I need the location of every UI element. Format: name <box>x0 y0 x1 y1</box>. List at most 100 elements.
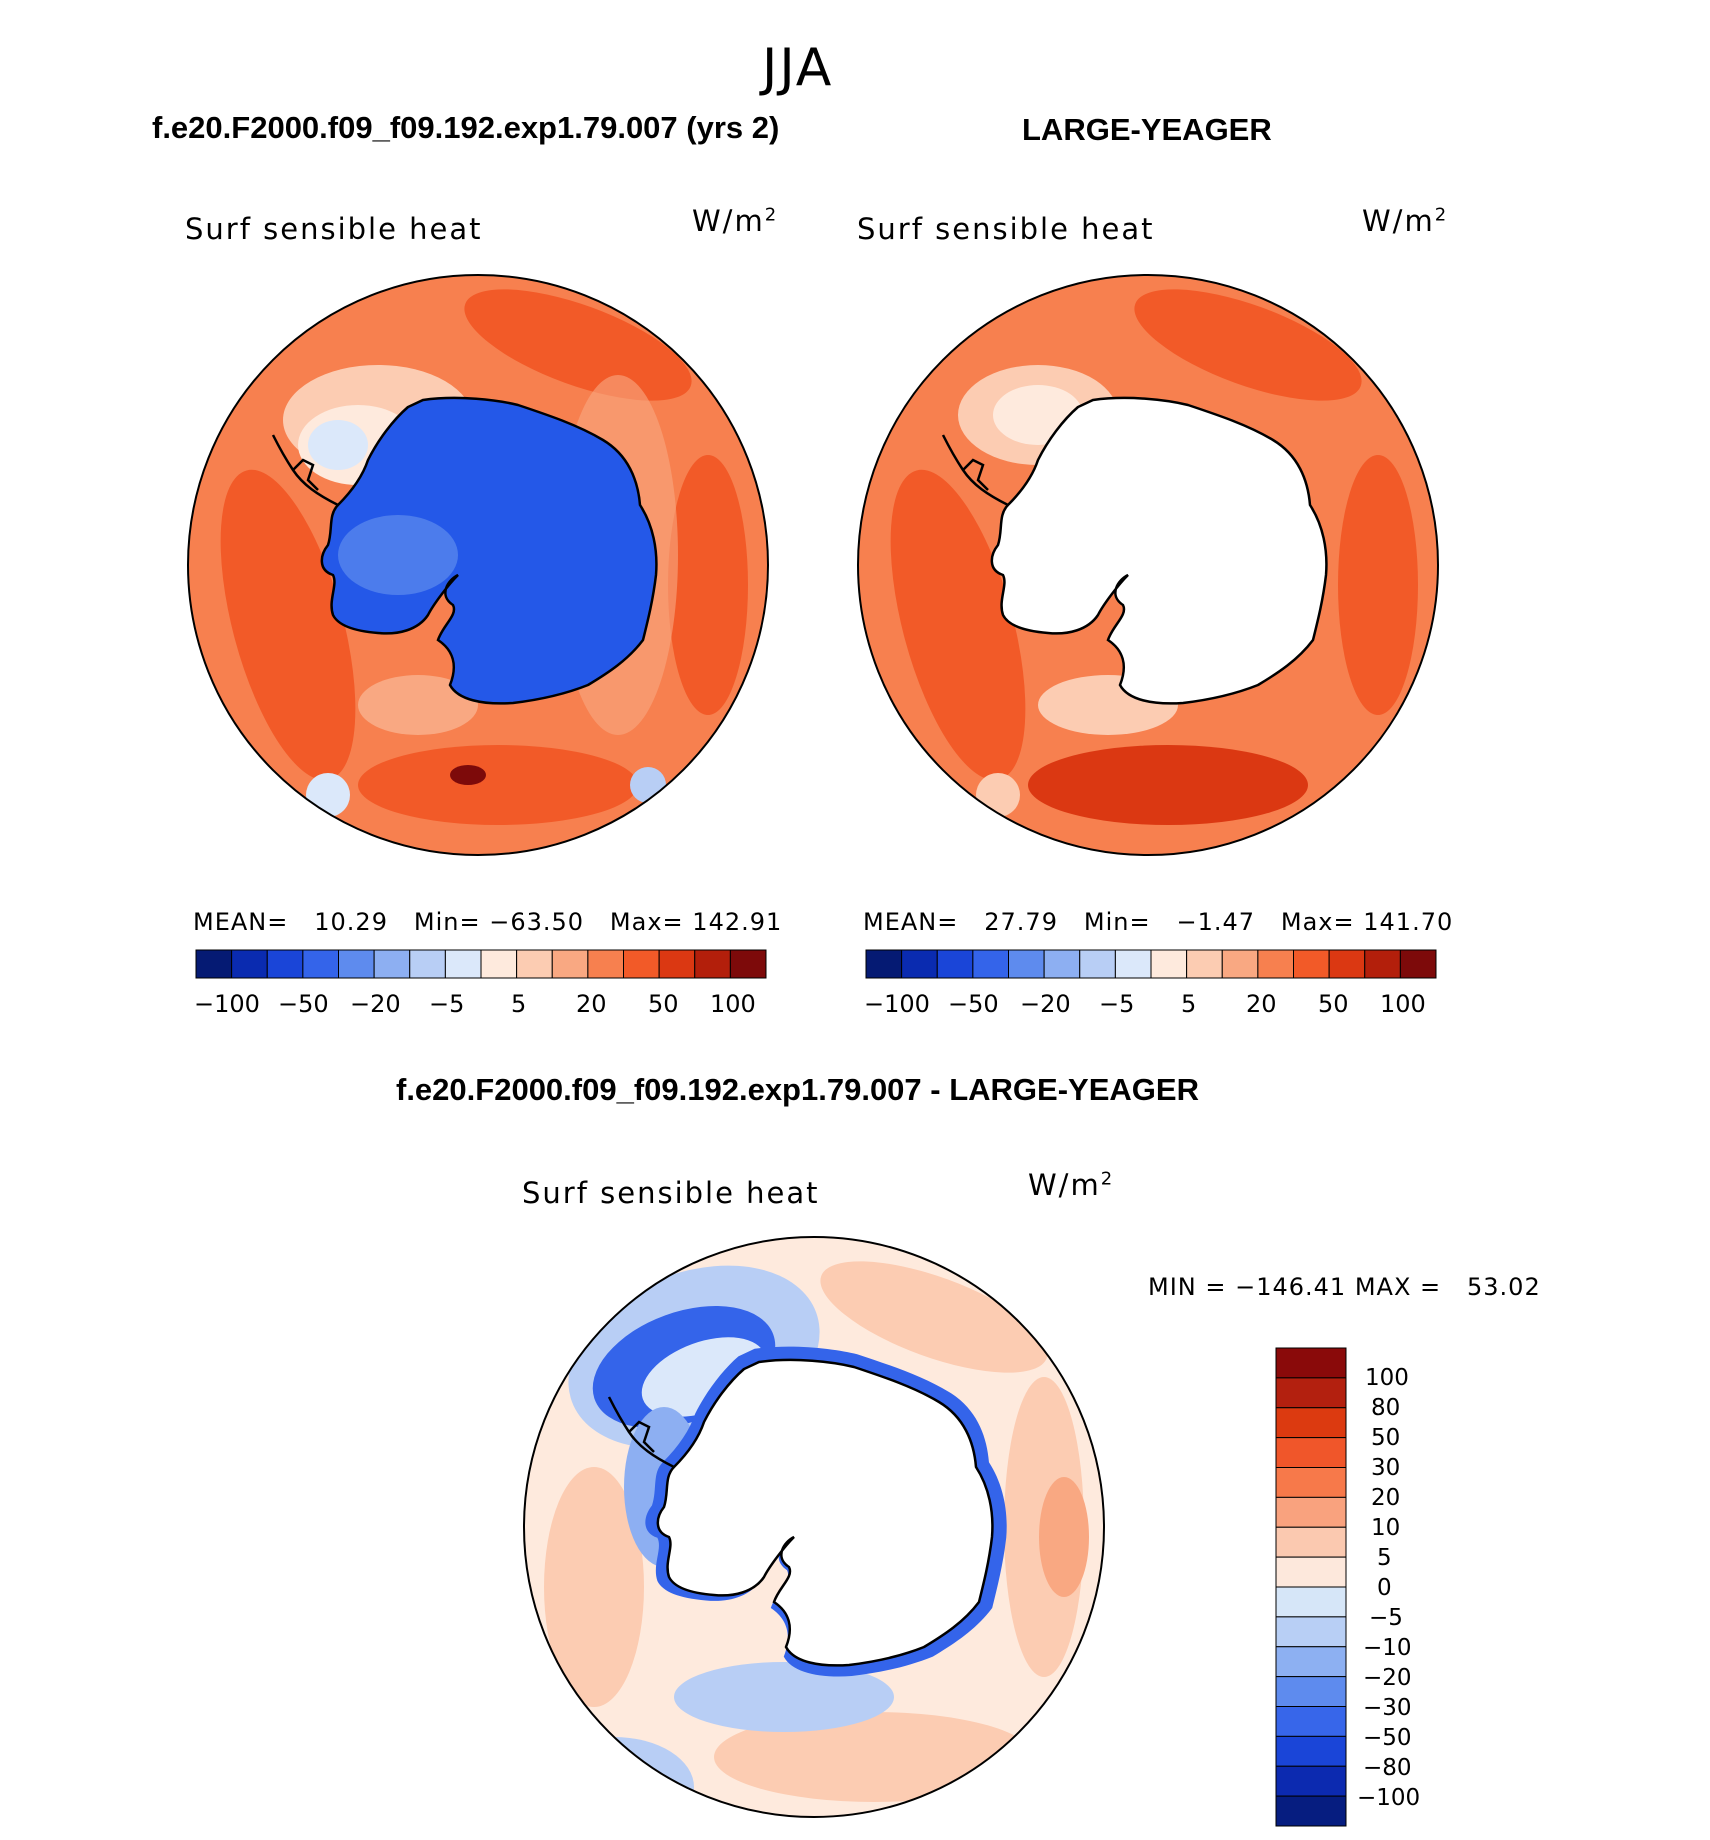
colorbar-swatch <box>1186 949 1223 979</box>
panel-1-units-label: W/m2 <box>692 204 779 238</box>
colorbar-swatch <box>1328 949 1366 979</box>
colorbar-swatch <box>266 949 304 979</box>
panel-2-stats: MEAN= 27.79 Min= −1.47 Max= 141.70 <box>863 908 1454 936</box>
colorbar-label: −50 <box>948 990 999 1018</box>
colorbar-swatch <box>587 949 624 979</box>
colorbar-swatch <box>1079 949 1116 979</box>
colorbar-label: −5 <box>1099 990 1135 1018</box>
colorbar-swatch <box>972 949 1009 979</box>
colorbar-swatch <box>1293 949 1330 979</box>
colorbar-label: 20 <box>576 990 607 1018</box>
colorbar-swatch <box>516 949 553 979</box>
diff-colorbar-labels: 100 80 50 30 20 10 5 0 −5 −10 −20 −30 −5… <box>1357 1348 1457 1828</box>
colorbar-swatch <box>1114 949 1152 979</box>
colorbar-swatch <box>865 949 903 979</box>
colorbar-label: 30 <box>1371 1455 1401 1481</box>
colorbar-swatch <box>1275 1765 1347 1797</box>
panel-1-variable-label: Surf sensible heat <box>185 212 483 246</box>
panel-1-stats: MEAN= 10.29 Min= −63.50 Max= 142.91 <box>193 908 783 936</box>
colorbar-label: −50 <box>1363 1725 1412 1751</box>
panel-1-case-title: f.e20.F2000.f09_f09.192.exp1.79.007 (yrs… <box>152 110 780 145</box>
colorbar-swatch <box>936 949 974 979</box>
colorbar-swatch <box>1257 949 1294 979</box>
panel-1-polar-map <box>187 274 769 856</box>
colorbar-swatch <box>1275 1347 1347 1379</box>
colorbar-swatch <box>444 949 482 979</box>
colorbar-swatch <box>1221 949 1259 979</box>
colorbar-label: −100 <box>194 990 260 1018</box>
colorbar-swatch <box>1275 1706 1347 1737</box>
colorbar-swatch <box>1275 1676 1347 1707</box>
diff-case-title: f.e20.F2000.f09_f09.192.exp1.79.007 - LA… <box>396 1072 1199 1107</box>
colorbar-swatch <box>1275 1616 1347 1648</box>
colorbar-swatch <box>195 949 233 979</box>
colorbar-label: 80 <box>1371 1395 1401 1421</box>
colorbar-label: −5 <box>1369 1605 1403 1631</box>
colorbar-swatch <box>409 949 446 979</box>
colorbar-label: 100 <box>710 990 756 1018</box>
colorbar-label: −100 <box>1357 1785 1421 1811</box>
colorbar-label: 5 <box>1181 990 1197 1018</box>
panel-2-variable-label: Surf sensible heat <box>857 212 1155 246</box>
colorbar-swatch <box>1275 1646 1347 1678</box>
colorbar-label: 5 <box>1377 1545 1392 1571</box>
panel-2-polar-map <box>857 274 1439 856</box>
colorbar-label: −20 <box>350 990 401 1018</box>
panel-2-colorbar-labels: −100 −50 −20 −5 5 20 50 100 <box>864 990 1441 1020</box>
colorbar-swatch <box>302 949 339 979</box>
diff-units-label: W/m2 <box>1028 1168 1115 1202</box>
colorbar-swatch <box>658 949 696 979</box>
colorbar-label: −30 <box>1363 1695 1412 1721</box>
colorbar-label: −10 <box>1363 1635 1412 1661</box>
colorbar-swatch <box>338 949 375 979</box>
panel-1-colorbar <box>195 949 767 979</box>
diff-colorbar <box>1275 1347 1347 1827</box>
colorbar-swatch <box>694 949 731 979</box>
colorbar-swatch <box>1275 1526 1347 1558</box>
diff-polar-map <box>523 1236 1105 1818</box>
colorbar-label: −20 <box>1363 1665 1412 1691</box>
colorbar-swatch <box>1364 949 1401 979</box>
colorbar-label: 10 <box>1371 1515 1401 1541</box>
colorbar-label: 20 <box>1371 1485 1401 1511</box>
colorbar-swatch <box>231 949 268 979</box>
colorbar-swatch <box>1275 1377 1347 1409</box>
diff-variable-label: Surf sensible heat <box>522 1176 820 1210</box>
panel-2-units-label: W/m2 <box>1362 204 1449 238</box>
colorbar-swatch <box>623 949 660 979</box>
colorbar-label: −20 <box>1020 990 1071 1018</box>
panel-2-case-title: LARGE-YEAGER <box>1022 112 1272 147</box>
colorbar-swatch <box>480 949 518 979</box>
colorbar-swatch <box>1150 949 1188 979</box>
colorbar-label: 5 <box>511 990 527 1018</box>
colorbar-swatch <box>1399 949 1437 979</box>
colorbar-swatch <box>1275 1496 1347 1528</box>
colorbar-swatch <box>1008 949 1045 979</box>
colorbar-swatch <box>729 949 767 979</box>
colorbar-swatch <box>1275 1795 1347 1827</box>
colorbar-label: 50 <box>648 990 679 1018</box>
colorbar-swatch <box>373 949 411 979</box>
colorbar-swatch <box>1275 1437 1347 1468</box>
season-title: JJA <box>762 38 834 98</box>
colorbar-label: 100 <box>1380 990 1426 1018</box>
colorbar-label: 100 <box>1365 1365 1409 1391</box>
colorbar-swatch <box>1275 1467 1347 1498</box>
colorbar-label: 50 <box>1371 1425 1401 1451</box>
colorbar-label: 0 <box>1377 1575 1392 1601</box>
panel-2-colorbar <box>865 949 1437 979</box>
colorbar-label: −100 <box>864 990 930 1018</box>
colorbar-swatch <box>1275 1735 1347 1767</box>
colorbar-label: 20 <box>1246 990 1277 1018</box>
colorbar-label: 50 <box>1318 990 1349 1018</box>
colorbar-label: −5 <box>429 990 465 1018</box>
colorbar-label: −50 <box>278 990 329 1018</box>
colorbar-swatch <box>1043 949 1081 979</box>
panel-1-colorbar-labels: −100 −50 −20 −5 5 20 50 100 <box>194 990 771 1020</box>
colorbar-swatch <box>1275 1407 1347 1439</box>
colorbar-swatch <box>551 949 589 979</box>
colorbar-swatch <box>1275 1556 1347 1588</box>
colorbar-swatch <box>901 949 938 979</box>
colorbar-label: −80 <box>1363 1755 1412 1781</box>
diff-minmax: MIN = −146.41 MAX = 53.02 <box>1148 1273 1541 1301</box>
